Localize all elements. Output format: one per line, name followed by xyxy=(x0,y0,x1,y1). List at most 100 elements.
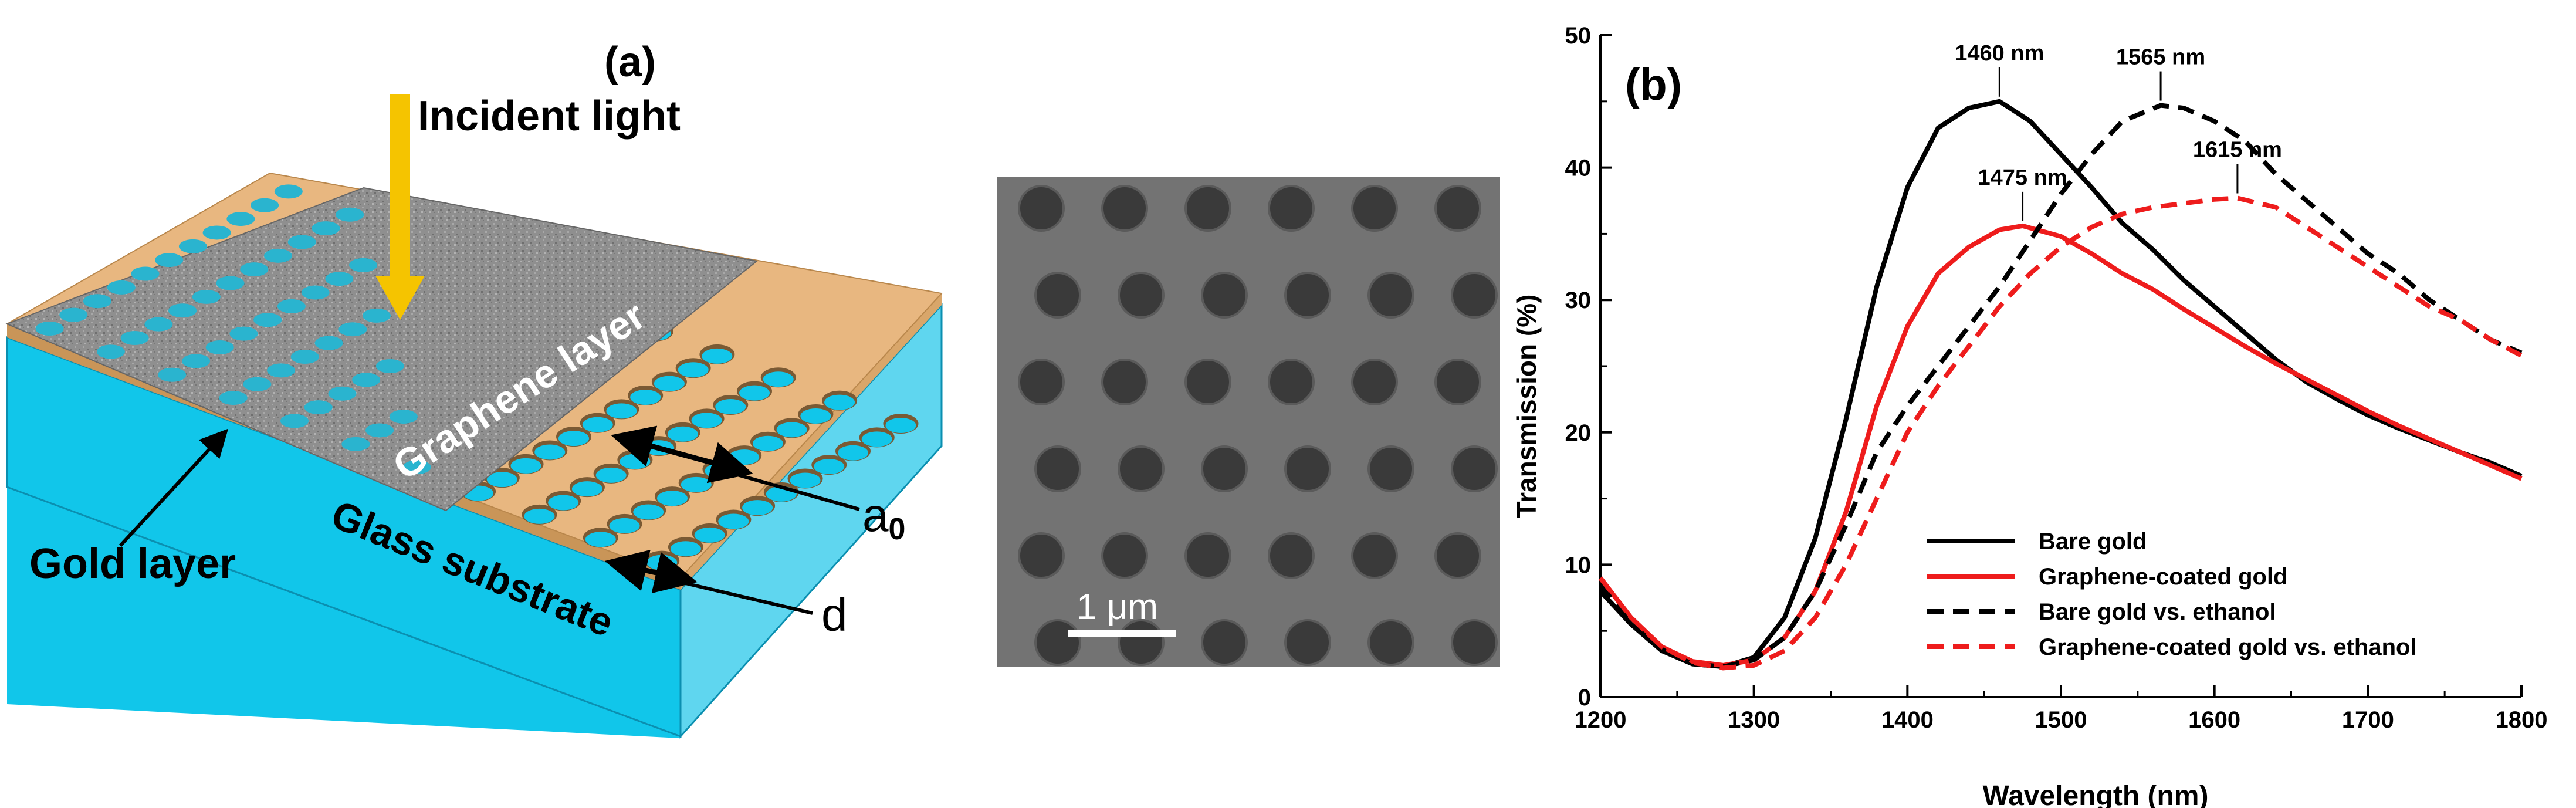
graphene-hole xyxy=(243,377,272,391)
panel-a-label: (a) xyxy=(604,39,656,86)
x-tick-label: 1400 xyxy=(1881,707,1934,733)
graphene-hole xyxy=(336,207,364,222)
transmission-chart: 1200 1300 1400 1500 1600 1700 180001020304050 … xyxy=(1511,23,2547,808)
gold-hole xyxy=(694,527,725,543)
x-axis-label: Wavelength (nm) xyxy=(1983,780,2209,808)
y-tick-label: 0 xyxy=(1578,685,1591,711)
sem-hole xyxy=(1351,359,1398,405)
graphene-hole xyxy=(280,414,309,428)
d-label: d xyxy=(821,589,848,641)
gold-hole xyxy=(790,472,821,488)
graphene-hole xyxy=(314,336,343,350)
sem-hole xyxy=(1434,532,1481,579)
gold-hole xyxy=(729,449,760,465)
graphene-hole xyxy=(304,400,333,415)
graphene-hole xyxy=(144,317,173,332)
graphene-hole xyxy=(178,239,207,253)
d-double-arrow xyxy=(604,549,698,594)
sem-hole xyxy=(1118,445,1165,492)
sem-image: 1 μm xyxy=(997,177,1500,667)
graphene-hole xyxy=(274,184,303,199)
y-tick-label: 40 xyxy=(1565,155,1592,181)
graphene-hole xyxy=(192,289,221,304)
series-line-4 xyxy=(1598,195,2523,671)
legend-label-1: Bare gold xyxy=(2039,529,2147,555)
sem-hole xyxy=(1367,619,1414,666)
graphene-hole xyxy=(35,322,64,336)
graphene-hole xyxy=(328,386,357,401)
x-tick-label: 1800 xyxy=(2496,707,2548,733)
gold-hole xyxy=(657,491,688,506)
gold-hole xyxy=(667,426,698,442)
graphene-hole xyxy=(240,262,269,277)
schematic-panel: (a) Incident light Graphene layer Glass … xyxy=(5,39,943,739)
y-tick-label: 30 xyxy=(1565,288,1592,313)
sem-holes xyxy=(1018,185,1498,666)
gold-hole xyxy=(620,454,651,469)
graphene-hole xyxy=(158,367,187,382)
gold-hole xyxy=(670,541,701,557)
gold-hole xyxy=(763,371,794,387)
graphene-hole xyxy=(277,299,306,313)
graphene-hole xyxy=(312,221,340,236)
sem-hole xyxy=(1451,445,1498,492)
chart-legend: Bare gold Graphene-coated gold Bare gold v… xyxy=(1927,529,2417,660)
graphene-hole xyxy=(83,294,111,309)
graphene-hole xyxy=(205,340,234,354)
y-tick-label: 10 xyxy=(1565,552,1592,578)
gold-hole xyxy=(800,408,831,424)
graphene-hole xyxy=(301,285,330,300)
graphene-hole xyxy=(389,410,418,424)
x-tick-label: 1300 xyxy=(1728,707,1780,733)
peak-annotation: 1460 nm xyxy=(1955,41,2044,66)
sem-hole xyxy=(1184,185,1231,232)
gold-hole xyxy=(571,481,602,497)
sem-hole xyxy=(1201,619,1248,666)
gold-hole xyxy=(678,362,709,378)
gold-hole xyxy=(534,444,566,460)
sem-hole xyxy=(1268,532,1315,579)
sem-hole xyxy=(1284,272,1331,319)
peak-annotation: 1615 nm xyxy=(2193,137,2282,162)
gold-hole xyxy=(630,390,661,405)
x-tick-label: 1200 xyxy=(1575,707,1627,733)
sem-hole xyxy=(1018,185,1065,232)
sem-hole xyxy=(1268,359,1315,405)
gold-hole xyxy=(558,431,589,447)
x-tick-label: 1500 xyxy=(2035,707,2087,733)
sem-hole xyxy=(1018,359,1065,405)
graphene-hole xyxy=(226,212,255,226)
graphene-hole xyxy=(365,423,394,438)
graphene-hole xyxy=(352,373,381,387)
sem-hole xyxy=(1451,619,1498,666)
gold-hole xyxy=(524,508,555,524)
graphene-hole xyxy=(402,460,431,475)
a0-label: a0 xyxy=(862,489,905,546)
gold-hole xyxy=(609,518,640,533)
graphene-hole xyxy=(120,331,149,345)
sem-hole xyxy=(1284,619,1331,666)
gold-hole xyxy=(654,376,685,391)
gold-hole xyxy=(824,394,855,410)
gold-hole xyxy=(742,500,773,516)
graphene-hole xyxy=(338,322,367,337)
graphene-hole xyxy=(267,363,296,378)
peak-annotation: 1475 nm xyxy=(1978,165,2067,190)
graphene-hole xyxy=(363,308,391,323)
sem-hole xyxy=(1434,185,1481,232)
d-pointer xyxy=(680,580,813,615)
sem-hole xyxy=(1034,445,1081,492)
sem-hole xyxy=(1284,445,1331,492)
gold-hole xyxy=(814,459,845,475)
gold-hole xyxy=(702,348,733,364)
sem-hole xyxy=(1101,185,1148,232)
sem-hole xyxy=(1101,532,1148,579)
graphene-hole xyxy=(341,437,370,451)
sem-hole xyxy=(1367,445,1414,492)
gold-hole xyxy=(861,431,892,447)
graphene-hole xyxy=(264,248,292,263)
chart-lines xyxy=(1598,99,2523,671)
sem-hole xyxy=(1351,185,1398,232)
sem-hole xyxy=(1434,359,1481,405)
